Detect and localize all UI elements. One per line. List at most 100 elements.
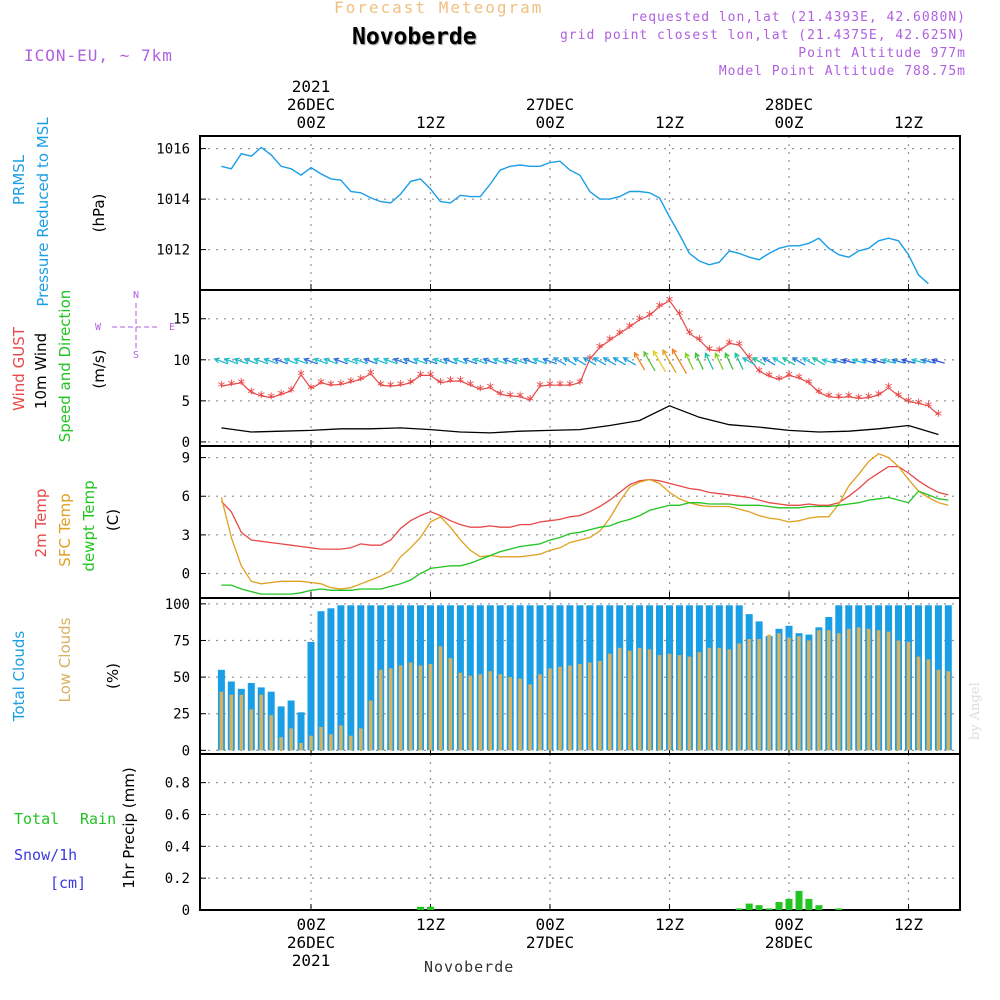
- pressure-line: [221, 146, 929, 285]
- wind-arrow: [842, 359, 856, 364]
- wind-arrow: [344, 358, 358, 365]
- rain-bar: [427, 906, 434, 910]
- t2m-line: [220, 465, 949, 550]
- bottom-time-day: 26DEC: [287, 933, 335, 952]
- wind-arrow-head: [532, 357, 539, 364]
- wind-arrow-head: [402, 357, 409, 364]
- low-cloud-bar: [219, 691, 224, 751]
- low-cloud-bar: [847, 628, 851, 751]
- wind-arrow: [652, 350, 667, 373]
- rain-bar: [735, 908, 743, 910]
- low-cloud-bar: [707, 647, 712, 751]
- wind-arrow-head: [643, 350, 649, 357]
- low-cloud-bar: [647, 649, 652, 751]
- wind-arrow-head: [801, 357, 808, 363]
- low-cloud-bar: [528, 684, 532, 751]
- low-cloud-bar: [667, 653, 672, 751]
- tdew-line: [221, 490, 949, 595]
- wind-arrow-head: [572, 357, 579, 363]
- wind-arrow: [234, 358, 249, 365]
- low-cloud-bar: [886, 631, 891, 751]
- wind-arrow: [613, 357, 627, 366]
- gust-marker: *: [605, 332, 614, 350]
- wind-arrow-head: [592, 357, 599, 363]
- gust-marker: *: [227, 376, 236, 394]
- low-cloud-bar: [438, 646, 443, 751]
- wind-arrow: [433, 358, 448, 365]
- wind-arrow: [734, 353, 744, 370]
- wind-arrow: [294, 358, 308, 365]
- total-cloud-bar: [357, 605, 365, 751]
- wind-arrow: [553, 357, 567, 366]
- wind-arrow: [363, 358, 378, 365]
- rain-bar: [775, 902, 783, 910]
- rain-bar: [755, 905, 763, 910]
- low-cloud-bar: [717, 647, 722, 751]
- wind-arrow: [244, 358, 259, 365]
- gust-marker: *: [705, 342, 714, 360]
- wind-arrow: [882, 359, 896, 364]
- low-cloud-bar: [259, 694, 263, 751]
- gust-marker: *: [376, 377, 385, 395]
- gust-marker: *: [864, 390, 873, 408]
- wind-arrow: [902, 359, 915, 364]
- y-tick-label: 1012: [156, 243, 190, 259]
- total-cloud-bar: [287, 700, 295, 751]
- gust-marker: *: [904, 394, 913, 412]
- gust-marker: *: [844, 389, 853, 407]
- gust-marker: *: [775, 371, 784, 389]
- gust-marker: *: [247, 385, 256, 403]
- gust-marker: *: [625, 319, 634, 337]
- gust-marker: *: [765, 368, 774, 386]
- y-tick-label: 25: [173, 707, 190, 723]
- low-cloud-bar: [837, 633, 841, 751]
- low-cloud-bar: [787, 637, 791, 751]
- compass-east: E: [169, 322, 175, 333]
- gust-marker: *: [715, 343, 724, 361]
- wind-arrow-head: [233, 357, 240, 364]
- y-tick-label: 0: [182, 903, 190, 919]
- wind-arrow-head: [432, 357, 439, 364]
- top-time-day: 28DEC: [765, 95, 813, 114]
- wind-arrow: [832, 359, 846, 364]
- bottom-time-hour: 00Z: [297, 915, 326, 934]
- wind-arrow-head: [223, 357, 230, 364]
- wind-arrow-head: [362, 357, 370, 364]
- low-cloud-bar: [697, 652, 702, 751]
- gust-marker: *: [735, 337, 744, 355]
- gust-marker: *: [416, 367, 425, 385]
- bottom-time-day: 27DEC: [526, 933, 574, 952]
- gust-marker: *: [536, 378, 545, 396]
- low-cloud-bar: [916, 656, 921, 751]
- gust-marker: *: [615, 326, 624, 344]
- wind-arrow-head: [671, 348, 678, 355]
- gust-marker: *: [595, 339, 604, 357]
- low-cloud-bar: [797, 636, 801, 751]
- rain-bar: [745, 903, 753, 910]
- wind-arrow-head: [343, 357, 350, 364]
- wind-arrow: [685, 353, 694, 370]
- gust-marker: *: [277, 386, 286, 404]
- y-tick-label: 3: [182, 528, 190, 544]
- wind-arrow: [762, 357, 776, 366]
- temp-unit-label: (C): [104, 509, 122, 531]
- low-cloud-bar: [807, 640, 811, 751]
- low-cloud-bar: [508, 677, 512, 751]
- wind-arrow: [513, 358, 527, 365]
- wind-arrow-head: [861, 357, 868, 364]
- low-cloud-bar: [368, 700, 373, 751]
- low-cloud-bar: [737, 643, 741, 751]
- wind-arrow-head: [741, 357, 749, 363]
- wind-arrow-head: [472, 357, 479, 364]
- low-cloud-bar: [309, 735, 313, 751]
- wind-arrow-head: [253, 357, 260, 364]
- wind-arrow-head: [442, 357, 449, 364]
- wind-arrow-head: [791, 357, 798, 363]
- wind-arrow-head: [263, 357, 270, 364]
- gust-marker: *: [496, 386, 505, 404]
- y-tick-label: 100: [165, 597, 190, 613]
- gust-marker: *: [645, 307, 654, 325]
- wind-arrow: [284, 358, 298, 365]
- low-cloud-bar: [777, 633, 781, 751]
- wind-arrow: [443, 358, 458, 365]
